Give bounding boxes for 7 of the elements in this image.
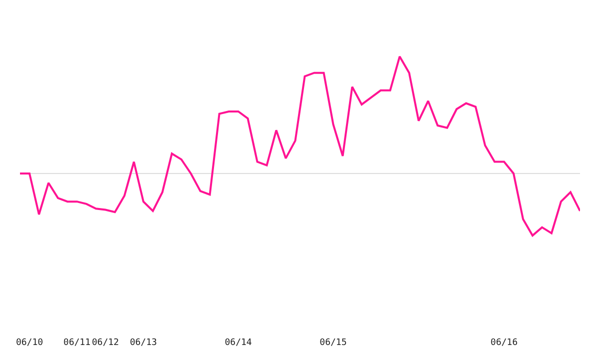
x-tick-label: 06/13 [130, 338, 157, 348]
x-tick-label: 06/11 [63, 338, 90, 348]
x-tick-label: 06/10 [16, 338, 44, 348]
x-tick-label: 06/15 [320, 338, 347, 348]
x-tick-label: 06/12 [92, 338, 119, 348]
x-tick-label: 06/14 [224, 338, 252, 348]
x-tick-label: 06/16 [490, 338, 518, 348]
